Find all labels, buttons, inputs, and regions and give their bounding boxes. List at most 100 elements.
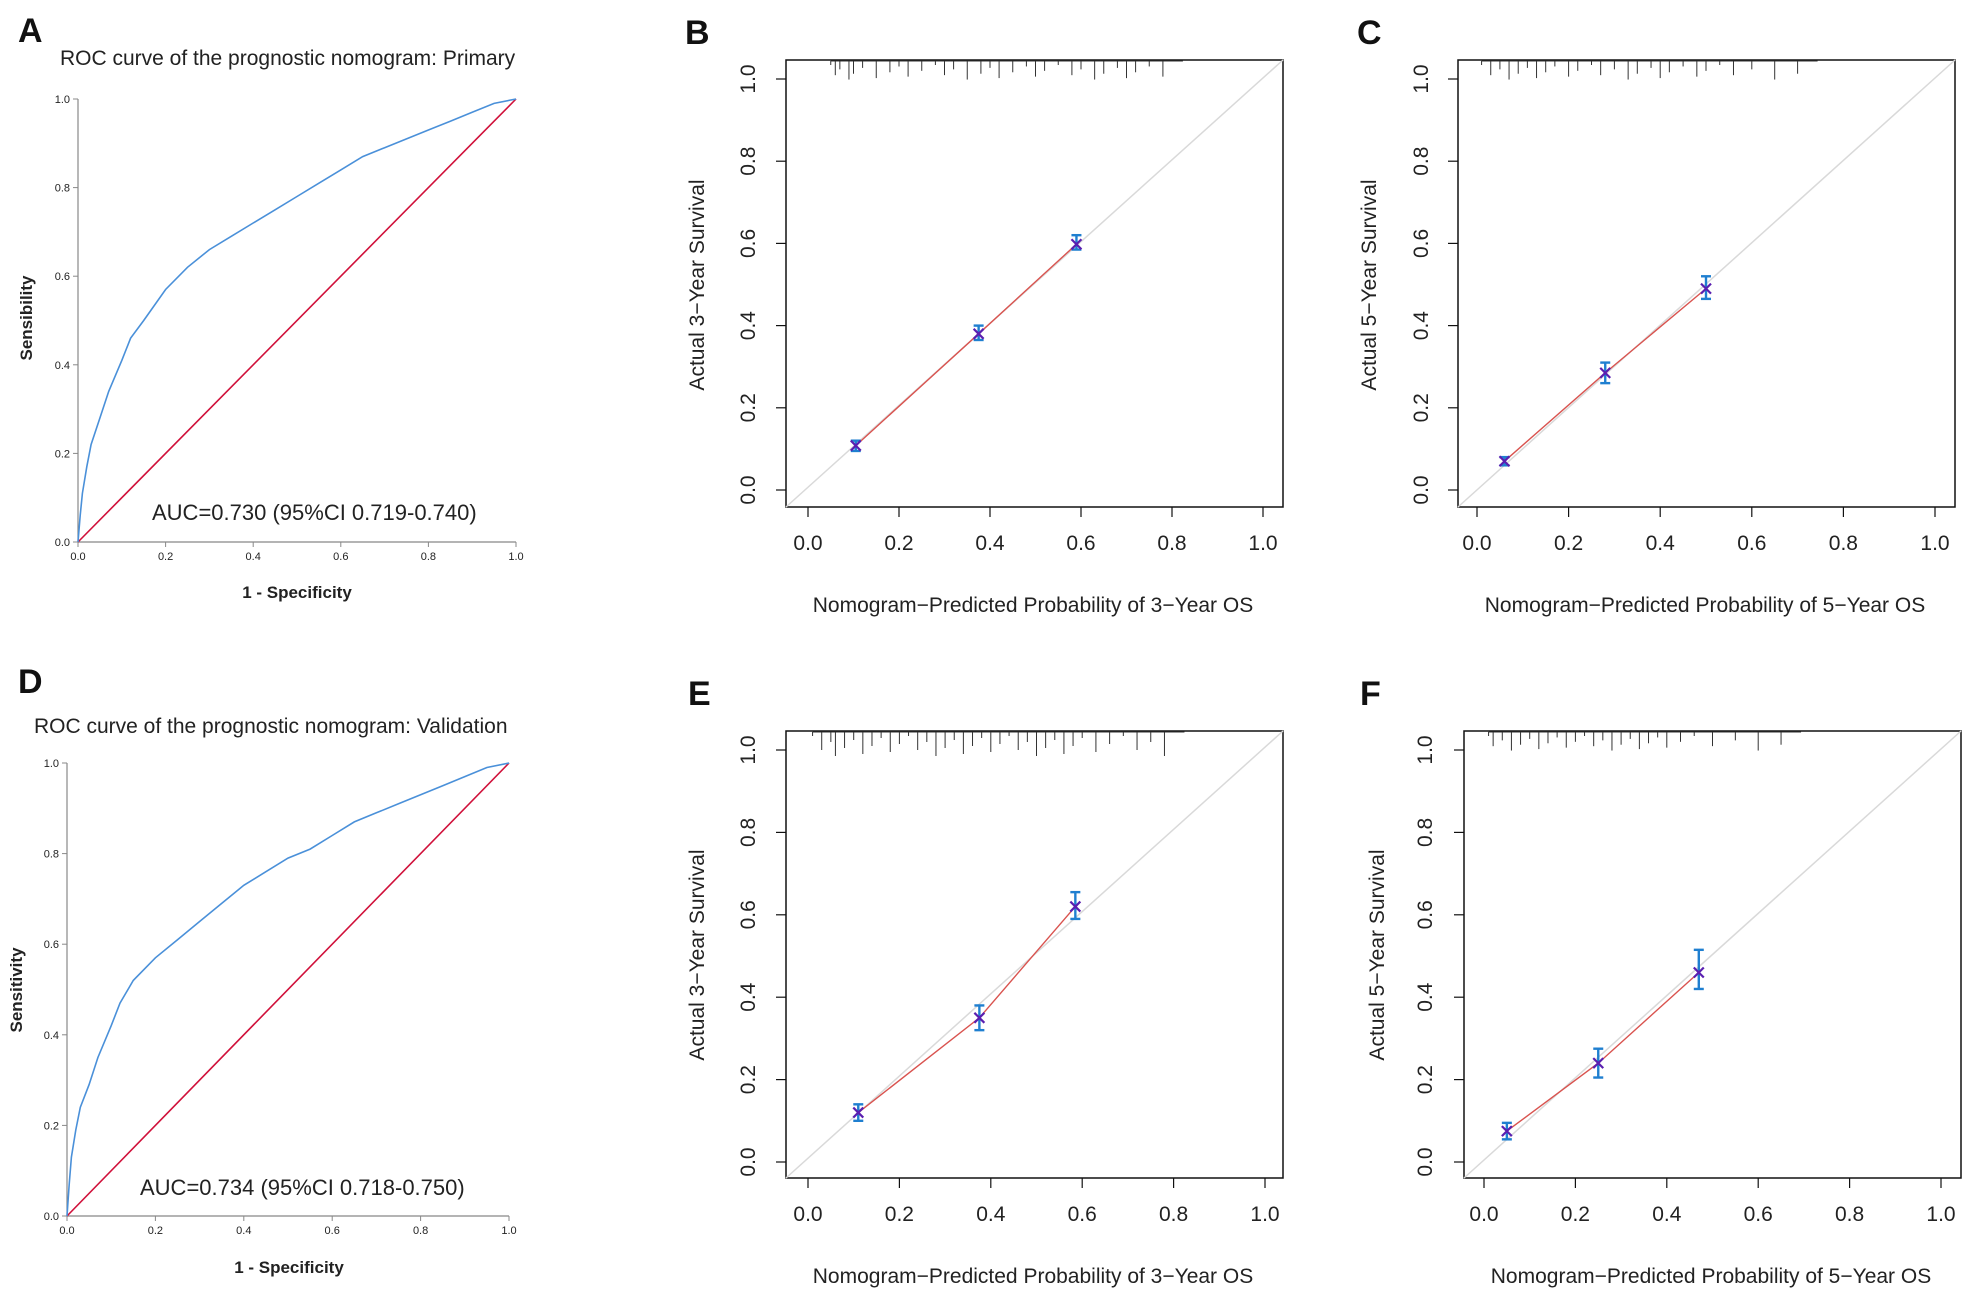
- reference-line: [66, 762, 510, 1217]
- y-tick-label: 0.4: [1410, 311, 1433, 341]
- y-tick-label: 0.2: [737, 1065, 760, 1094]
- y-tick-label: 0.6: [1414, 900, 1437, 929]
- y-tick-label: 0.0: [44, 1211, 59, 1223]
- y-tick-label: 0.2: [1414, 1065, 1437, 1094]
- plot-frame: [785, 730, 1284, 1179]
- x-tick-label: 0.2: [158, 551, 173, 563]
- annotation: AUC=0.730 (95%CI 0.719-0.740): [152, 500, 477, 525]
- y-tick-label: 0.0: [737, 1147, 760, 1176]
- x-tick-label: 0.6: [1068, 1203, 1097, 1226]
- panel-label: A: [18, 12, 43, 50]
- y-tick-label: 0.0: [55, 537, 70, 549]
- y-tick-label: 0.4: [737, 982, 760, 1012]
- x-tick-label: 0.8: [1829, 532, 1858, 555]
- x-tick-label: 0.4: [246, 551, 261, 563]
- data-point: [1693, 966, 1705, 979]
- roc-plot-a: 0.0 0.2 0.4 0.6 0.8 1.0 0.0 0.2 0.4 0.6 0.8 1.0: [55, 94, 524, 563]
- x-tick-label: 0.8: [1159, 1203, 1188, 1226]
- y-axis-label: Sensibility: [17, 275, 36, 361]
- x-tick-label: 0.2: [884, 532, 913, 555]
- x-tick-label: 0.2: [148, 1225, 163, 1237]
- data-point: [1700, 282, 1712, 295]
- y-tick-label: 0.6: [737, 900, 760, 929]
- y-tick-label: 1.0: [737, 64, 760, 93]
- y-tick-label: 0.4: [44, 1030, 59, 1042]
- y-tick-label: 1.0: [737, 735, 760, 764]
- data-point: [849, 439, 862, 452]
- y-axis-label: Sensitivity: [7, 947, 26, 1033]
- plot-frame: [1463, 730, 1962, 1179]
- x-axis-label: 1 - Specificity: [242, 583, 352, 602]
- x-tick-label: 0.6: [1066, 532, 1095, 555]
- x-tick-label: 0.2: [1554, 532, 1583, 555]
- x-tick-label: 0.0: [793, 1203, 822, 1226]
- x-tick-label: 0.0: [1469, 1203, 1498, 1226]
- y-tick-label: 0.2: [44, 1120, 59, 1132]
- y-tick-label: 0.8: [737, 147, 760, 176]
- calibration-plot-f: 0.0 0.2 0.4 0.6 0.8 1.0 0.0 0.2 0.4 0.6 0.8 1.0: [1414, 730, 1962, 1226]
- y-tick-label: 1.0: [1414, 735, 1437, 764]
- y-axis-label: Actual 5−Year Survival: [1366, 849, 1389, 1060]
- x-tick-label: 1.0: [1920, 532, 1949, 555]
- data-point: [1592, 1057, 1605, 1069]
- x-tick-label: 0.0: [70, 551, 85, 563]
- data-point: [972, 328, 985, 340]
- y-tick-label: 0.0: [1414, 1147, 1437, 1176]
- calibration-plot-c: 0.0 0.2 0.4 0.6 0.8 1.0 0.0 0.2 0.4 0.6 0.8 1.0: [1410, 59, 1956, 555]
- y-tick-label: 1.0: [44, 758, 59, 770]
- y-tick-label: 0.4: [55, 360, 70, 372]
- data-point: [1070, 238, 1083, 250]
- calibration-plot-b: 0.0 0.2 0.4 0.6 0.8 1.0 0.0 0.2 0.4 0.6 0.8 1.0: [737, 59, 1284, 555]
- x-axis-label: 1 - Specificity: [234, 1258, 344, 1277]
- panel-d: D ROC curve of the prognostic nomogram: …: [7, 663, 508, 1277]
- y-tick-label: 0.6: [44, 939, 59, 951]
- x-axis-label: Nomogram−Predicted Probability of 5−Year…: [1485, 594, 1925, 617]
- calibration-line: [855, 243, 1077, 447]
- y-axis-label: Actual 5−Year Survival: [1358, 179, 1381, 390]
- x-tick-label: 1.0: [1248, 532, 1277, 555]
- ideal-line: [1463, 730, 1962, 1179]
- x-tick-label: 0.4: [236, 1225, 251, 1237]
- x-axis-label: Nomogram−Predicted Probability of 5−Year…: [1491, 1265, 1931, 1288]
- y-tick-label: 0.8: [55, 183, 70, 195]
- y-tick-label: 0.8: [737, 818, 760, 847]
- chart-title: ROC curve of the prognostic nomogram: Va…: [34, 715, 508, 738]
- data-point: [1599, 367, 1612, 379]
- x-tick-label: 0.6: [333, 551, 348, 563]
- y-tick-label: 0.8: [44, 849, 59, 861]
- panel-label: C: [1357, 14, 1382, 52]
- x-tick-label: 1.0: [1926, 1203, 1955, 1226]
- data-point: [1498, 455, 1511, 468]
- y-tick-label: 0.8: [1410, 147, 1433, 176]
- y-tick-label: 0.2: [1410, 393, 1433, 422]
- roc-curve: [77, 98, 517, 543]
- y-axis-label: Actual 3−Year Survival: [686, 849, 709, 1060]
- calibration-line: [1506, 971, 1700, 1132]
- panel-e: E Nomogram−Predicted Probability of 3−Ye…: [686, 675, 1253, 1288]
- x-axis-label: Nomogram−Predicted Probability of 3−Year…: [813, 1265, 1253, 1288]
- roc-curve: [66, 762, 510, 1217]
- data-point: [1069, 900, 1082, 913]
- x-axis-label: Nomogram−Predicted Probability of 3−Year…: [813, 594, 1253, 617]
- panel-a: A ROC curve of the prognostic nomogram: …: [17, 12, 516, 602]
- panel-label: F: [1360, 675, 1381, 713]
- x-tick-label: 0.4: [976, 1203, 1006, 1226]
- calibration-plot-e: 0.0 0.2 0.4 0.6 0.8 1.0 0.0 0.2 0.4 0.6 0.8 1.0: [737, 730, 1284, 1226]
- chart-title: ROC curve of the prognostic nomogram: Pr…: [60, 47, 516, 70]
- y-tick-label: 0.4: [1414, 982, 1437, 1012]
- x-tick-label: 0.8: [1157, 532, 1186, 555]
- x-tick-label: 0.2: [1561, 1203, 1590, 1226]
- panel-f: F Nomogram−Predicted Probability of 5−Ye…: [1360, 675, 1931, 1288]
- x-tick-label: 0.6: [1737, 532, 1766, 555]
- x-tick-label: 0.0: [59, 1225, 74, 1237]
- x-tick-label: 0.8: [421, 551, 436, 563]
- x-tick-label: 0.2: [885, 1203, 914, 1226]
- data-point: [852, 1106, 865, 1119]
- x-tick-label: 0.0: [1462, 532, 1491, 555]
- y-tick-label: 1.0: [55, 94, 70, 106]
- x-tick-label: 0.4: [975, 532, 1005, 555]
- data-point: [1501, 1125, 1513, 1137]
- y-tick-label: 1.0: [1410, 64, 1433, 93]
- x-tick-label: 0.6: [1744, 1203, 1773, 1226]
